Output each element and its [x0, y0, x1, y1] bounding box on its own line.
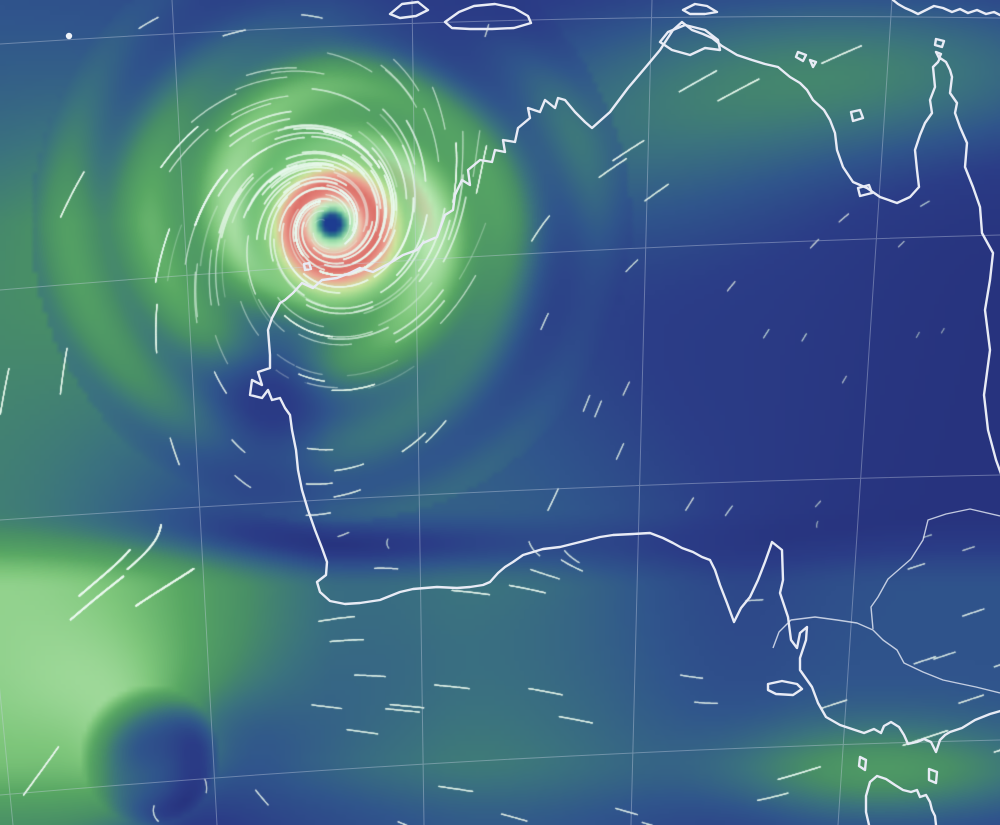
coastline-north-islands — [302, 2, 946, 272]
rivers — [772, 508, 1000, 694]
coastline-australia — [248, 20, 1000, 754]
location-marker[interactable] — [65, 32, 73, 40]
river-murray — [772, 616, 1000, 694]
graticule-parallels — [0, 15, 1000, 796]
coastline-new-guinea — [891, 0, 1000, 17]
coastlines — [248, 0, 1000, 825]
coastline-south-islands — [766, 679, 939, 785]
coastline-tasmania — [864, 774, 938, 825]
river-darling — [870, 508, 1000, 630]
coastline-timor — [388, 0, 533, 31]
